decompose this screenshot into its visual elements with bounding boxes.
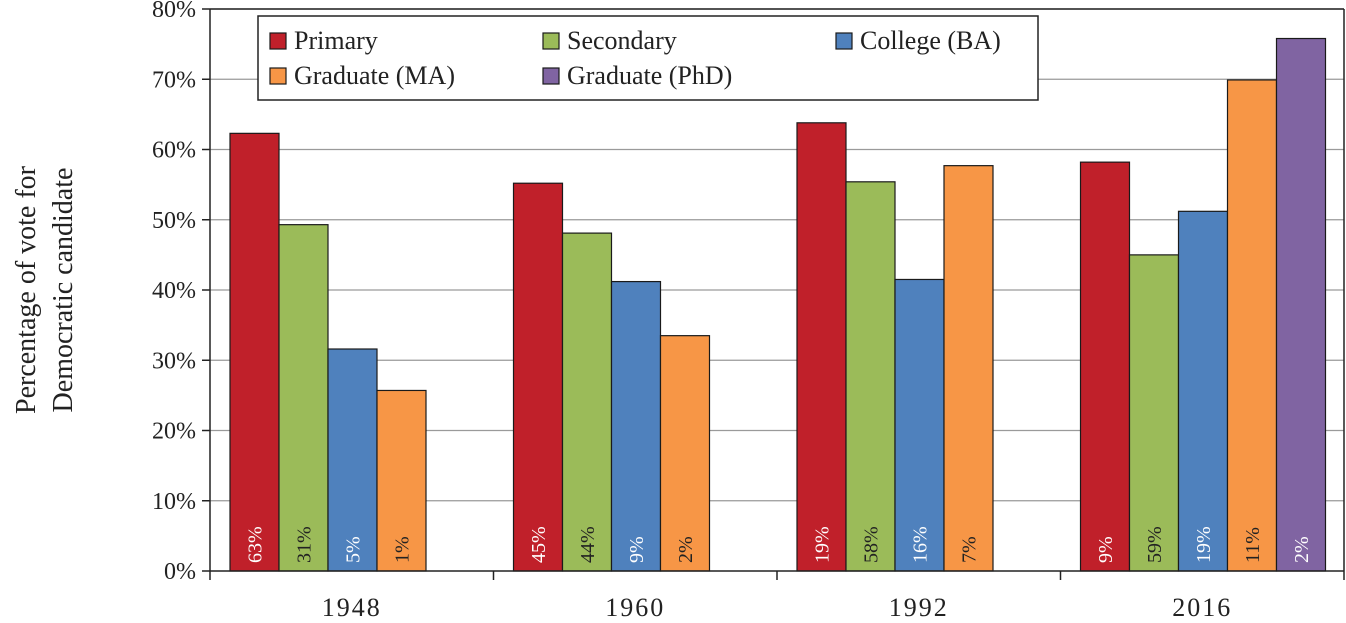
bar-graduate-ma-1948: [376, 389, 427, 572]
x-tick-label: 1992: [889, 593, 949, 622]
bar-data-label: 5%: [343, 536, 365, 563]
y-axis-title-line-1: Percentage of vote for: [11, 165, 42, 414]
bar-data-label: 7%: [959, 536, 981, 563]
bar-college-ba-1948: [327, 348, 378, 572]
bar-data-label: 63%: [245, 526, 267, 563]
y-tick-label: 20%: [152, 419, 196, 445]
y-tick-label: 80%: [152, 0, 196, 23]
bar-data-label: 19%: [812, 526, 834, 563]
legend-label: Primary: [294, 26, 378, 55]
bar-data-label: 19%: [1193, 526, 1215, 563]
legend: Primary Secondary College (BA) Graduate (MA…: [257, 15, 1039, 101]
bar-college-ba-1960: [610, 280, 662, 572]
axes: 0% 10% 20% 30% 40% 50% 60% 70% 80% 1948 1960 1992 20…: [152, 0, 1345, 622]
x-tick-label: 1960: [605, 593, 665, 622]
x-tick-label: 2016: [1172, 593, 1232, 622]
y-tick-label: 0%: [164, 559, 196, 585]
legend-box: [257, 15, 1039, 101]
bar-graduate-ma-2016: [1226, 79, 1278, 572]
y-tick-label: 50%: [152, 208, 196, 234]
legend-label: Secondary: [567, 26, 677, 55]
bar-graduate-ma-1960: [659, 335, 711, 572]
bar-data-label: 31%: [294, 526, 316, 563]
bar-data-label: 2%: [1291, 536, 1313, 563]
bar-data-label: 59%: [1144, 526, 1166, 563]
legend-swatch: [269, 32, 287, 50]
bar-data-label: 9%: [626, 536, 648, 563]
y-axis-title-line-2: Democratic candidate: [48, 168, 79, 413]
x-tick-label: 1948: [322, 593, 382, 622]
legend-swatch: [269, 67, 287, 85]
bars: 63% 31% 5% 1% 45% 44% 9% 2% 19% 58% 16% 7% 9% 59% 19% 1…: [229, 37, 1327, 572]
y-tick-label: 40%: [152, 278, 196, 304]
legend-swatch: [542, 32, 560, 50]
bar-secondary-1992: [845, 181, 896, 572]
bar-secondary-2016: [1128, 254, 1180, 572]
bar-secondary-1960: [561, 232, 613, 572]
bar-primary-1960: [512, 182, 564, 572]
bar-data-label: 58%: [861, 526, 883, 563]
bar-data-label: 9%: [1095, 536, 1117, 563]
y-tick-label: 70%: [152, 67, 196, 93]
bar-data-label: 11%: [1242, 527, 1264, 563]
bar-graduate-ma-1992: [943, 165, 994, 572]
bar-data-label: 1%: [392, 536, 414, 563]
bar-primary-1992: [796, 122, 847, 572]
bar-college-ba-2016: [1177, 210, 1229, 572]
legend-swatch: [835, 32, 853, 50]
y-axis-title: Percentage of vote for Democratic candid…: [11, 165, 79, 414]
legend-label: Graduate (PhD): [567, 61, 732, 90]
legend-label: College (BA): [860, 26, 1001, 55]
y-tick-label: 60%: [152, 138, 196, 164]
bar-data-label: 44%: [577, 526, 599, 563]
bar-secondary-1948: [278, 224, 329, 572]
legend-label: Graduate (MA): [294, 61, 455, 90]
bar-data-label: 45%: [528, 526, 550, 563]
bar-data-label: 2%: [675, 536, 697, 563]
bar-graduate-phd-2016: [1275, 37, 1327, 572]
y-tick-label: 10%: [152, 489, 196, 515]
legend-swatch: [542, 67, 560, 85]
bar-data-label: 16%: [910, 526, 932, 563]
bar-primary-2016: [1079, 161, 1131, 572]
bar-primary-1948: [229, 132, 280, 572]
y-tick-label: 30%: [152, 348, 196, 374]
